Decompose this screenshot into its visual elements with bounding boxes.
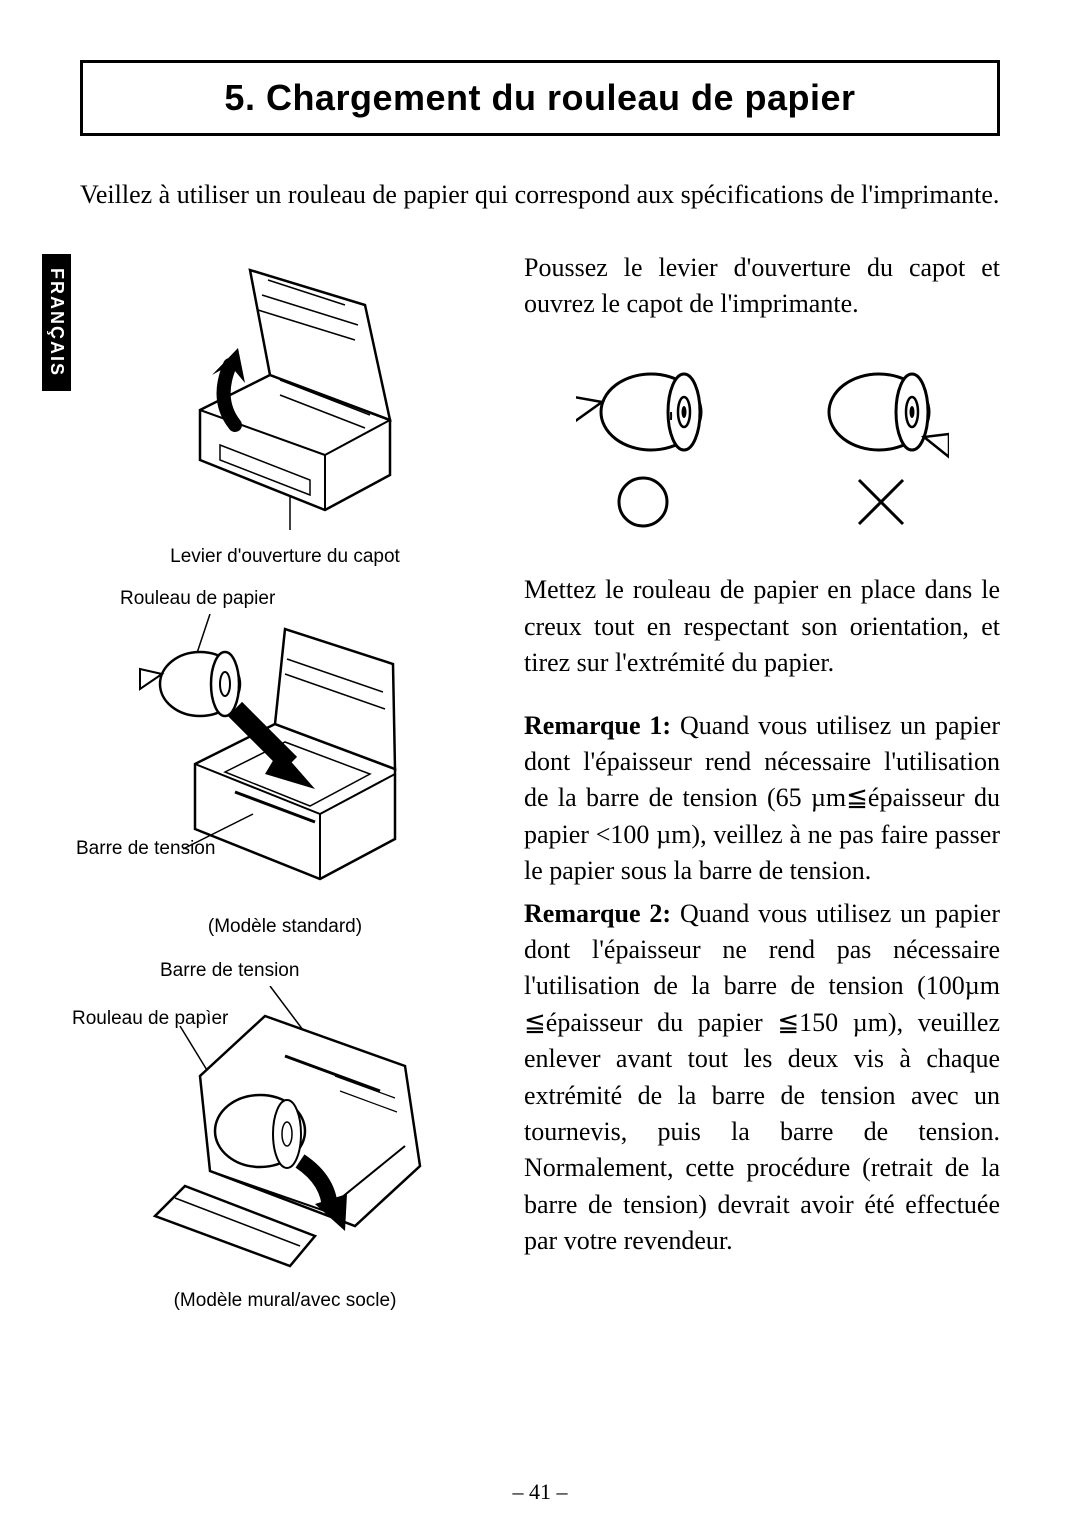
- page-number: – 41 –: [0, 1479, 1080, 1505]
- figure3-left-label: Rouleau de papìer: [72, 1008, 228, 1030]
- paragraph-2: Mettez le rouleau de papier en place dan…: [524, 572, 1000, 681]
- roll-orientation-row: [524, 362, 1000, 462]
- roll-correct-icon: [576, 362, 716, 462]
- mark-row: [524, 472, 1000, 532]
- intro-paragraph: Veillez à utiliser un rouleau de papier …: [80, 176, 1000, 214]
- language-tab: FRANÇAIS: [42, 254, 71, 391]
- figure-printer-open-cover: Levier d'ouverture du capot: [80, 250, 490, 568]
- text-column: Poussez le levier d'ouverture du capot e…: [524, 250, 1000, 1332]
- figure1-label: Levier d'ouverture du capot: [80, 546, 490, 568]
- remarque-1: Remarque 1: Quand vous utilisez un papie…: [524, 708, 1000, 890]
- remarque-2-text: Quand vous utilisez un papier dont l'épa…: [524, 899, 1000, 1256]
- figure-standard-model: Rouleau de papier: [80, 588, 490, 938]
- paragraph-1: Poussez le levier d'ouverture du capot e…: [524, 250, 1000, 323]
- remarque-1-label: Remarque 1:: [524, 711, 671, 740]
- circle-mark-icon: [613, 472, 673, 532]
- figures-column: Levier d'ouverture du capot Rouleau de p…: [80, 250, 490, 1332]
- printer-open-cover-illustration: [140, 250, 430, 540]
- roll-incorrect-icon: [819, 362, 949, 462]
- cross-mark-icon: [851, 472, 911, 532]
- figure3-caption: (Modèle mural/avec socle): [80, 1290, 490, 1312]
- figure2-bottom-label: Barre de tension: [76, 838, 215, 860]
- figure2-top-label: Rouleau de papier: [120, 588, 490, 610]
- figure-wall-model: Barre de tension: [80, 960, 490, 1312]
- remarque-2: Remarque 2: Quand vous utilisez un papie…: [524, 896, 1000, 1260]
- section-title-box: 5. Chargement du rouleau de papier: [80, 60, 1000, 136]
- section-title: 5. Chargement du rouleau de papier: [103, 77, 977, 119]
- remarque-2-label: Remarque 2:: [524, 899, 671, 928]
- figure2-caption: (Modèle standard): [80, 916, 490, 938]
- figure3-top-label: Barre de tension: [160, 960, 490, 982]
